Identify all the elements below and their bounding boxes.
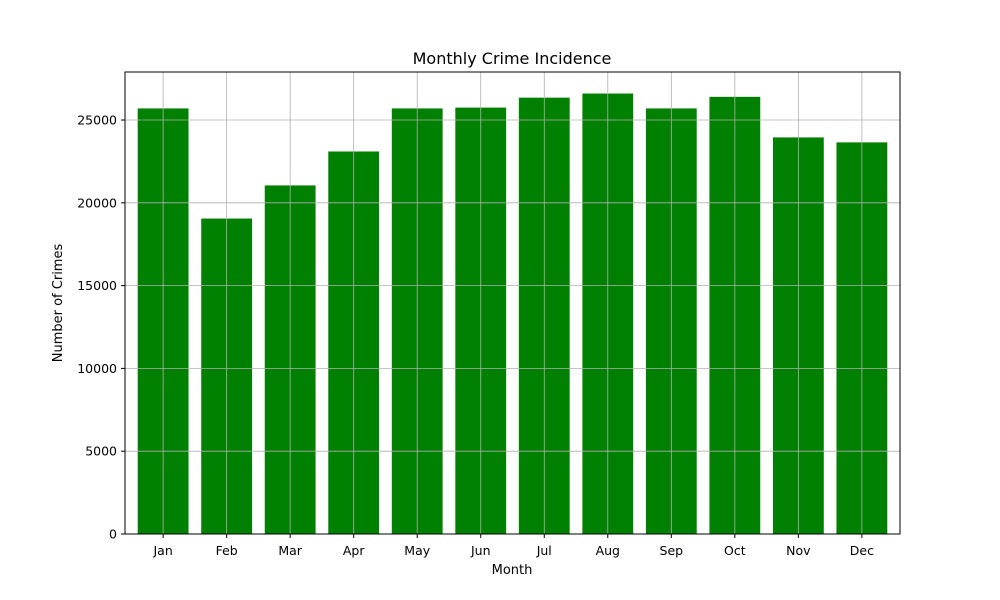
x-tick-label: Aug	[596, 543, 620, 558]
x-tick-label: Jun	[470, 543, 491, 558]
x-axis-label: Month	[492, 563, 533, 578]
x-tick-label: Apr	[343, 543, 365, 558]
y-axis-ticks: 0 5000 10000 15000 20000 25000	[77, 113, 125, 542]
bars	[137, 93, 888, 535]
x-tick-label: Jul	[536, 543, 552, 558]
x-tick-label: Feb	[216, 543, 238, 558]
plot-frame	[124, 71, 901, 535]
y-tick-label: 15000	[77, 278, 117, 293]
x-tick-label: Oct	[724, 543, 746, 558]
y-axis-label: Number of Crimes	[51, 244, 66, 363]
y-tick-label: 20000	[77, 195, 117, 210]
x-tick-label: Dec	[850, 543, 874, 558]
y-tick-label: 5000	[85, 444, 117, 459]
y-tick-label: 10000	[77, 361, 117, 376]
y-tick-label: 0	[109, 527, 117, 542]
x-tick-label: Nov	[786, 543, 811, 558]
x-axis-ticks: Jan Feb Mar Apr May Jun Jul Aug Sep Oct Nov Dec	[152, 534, 874, 558]
y-tick-label: 25000	[77, 113, 117, 128]
x-tick-label: Jan	[152, 543, 172, 558]
x-tick-label: Mar	[278, 543, 302, 558]
x-tick-label: Sep	[660, 543, 684, 558]
x-tick-label: May	[404, 543, 430, 558]
chart-title: Monthly Crime Incidence	[413, 49, 612, 68]
